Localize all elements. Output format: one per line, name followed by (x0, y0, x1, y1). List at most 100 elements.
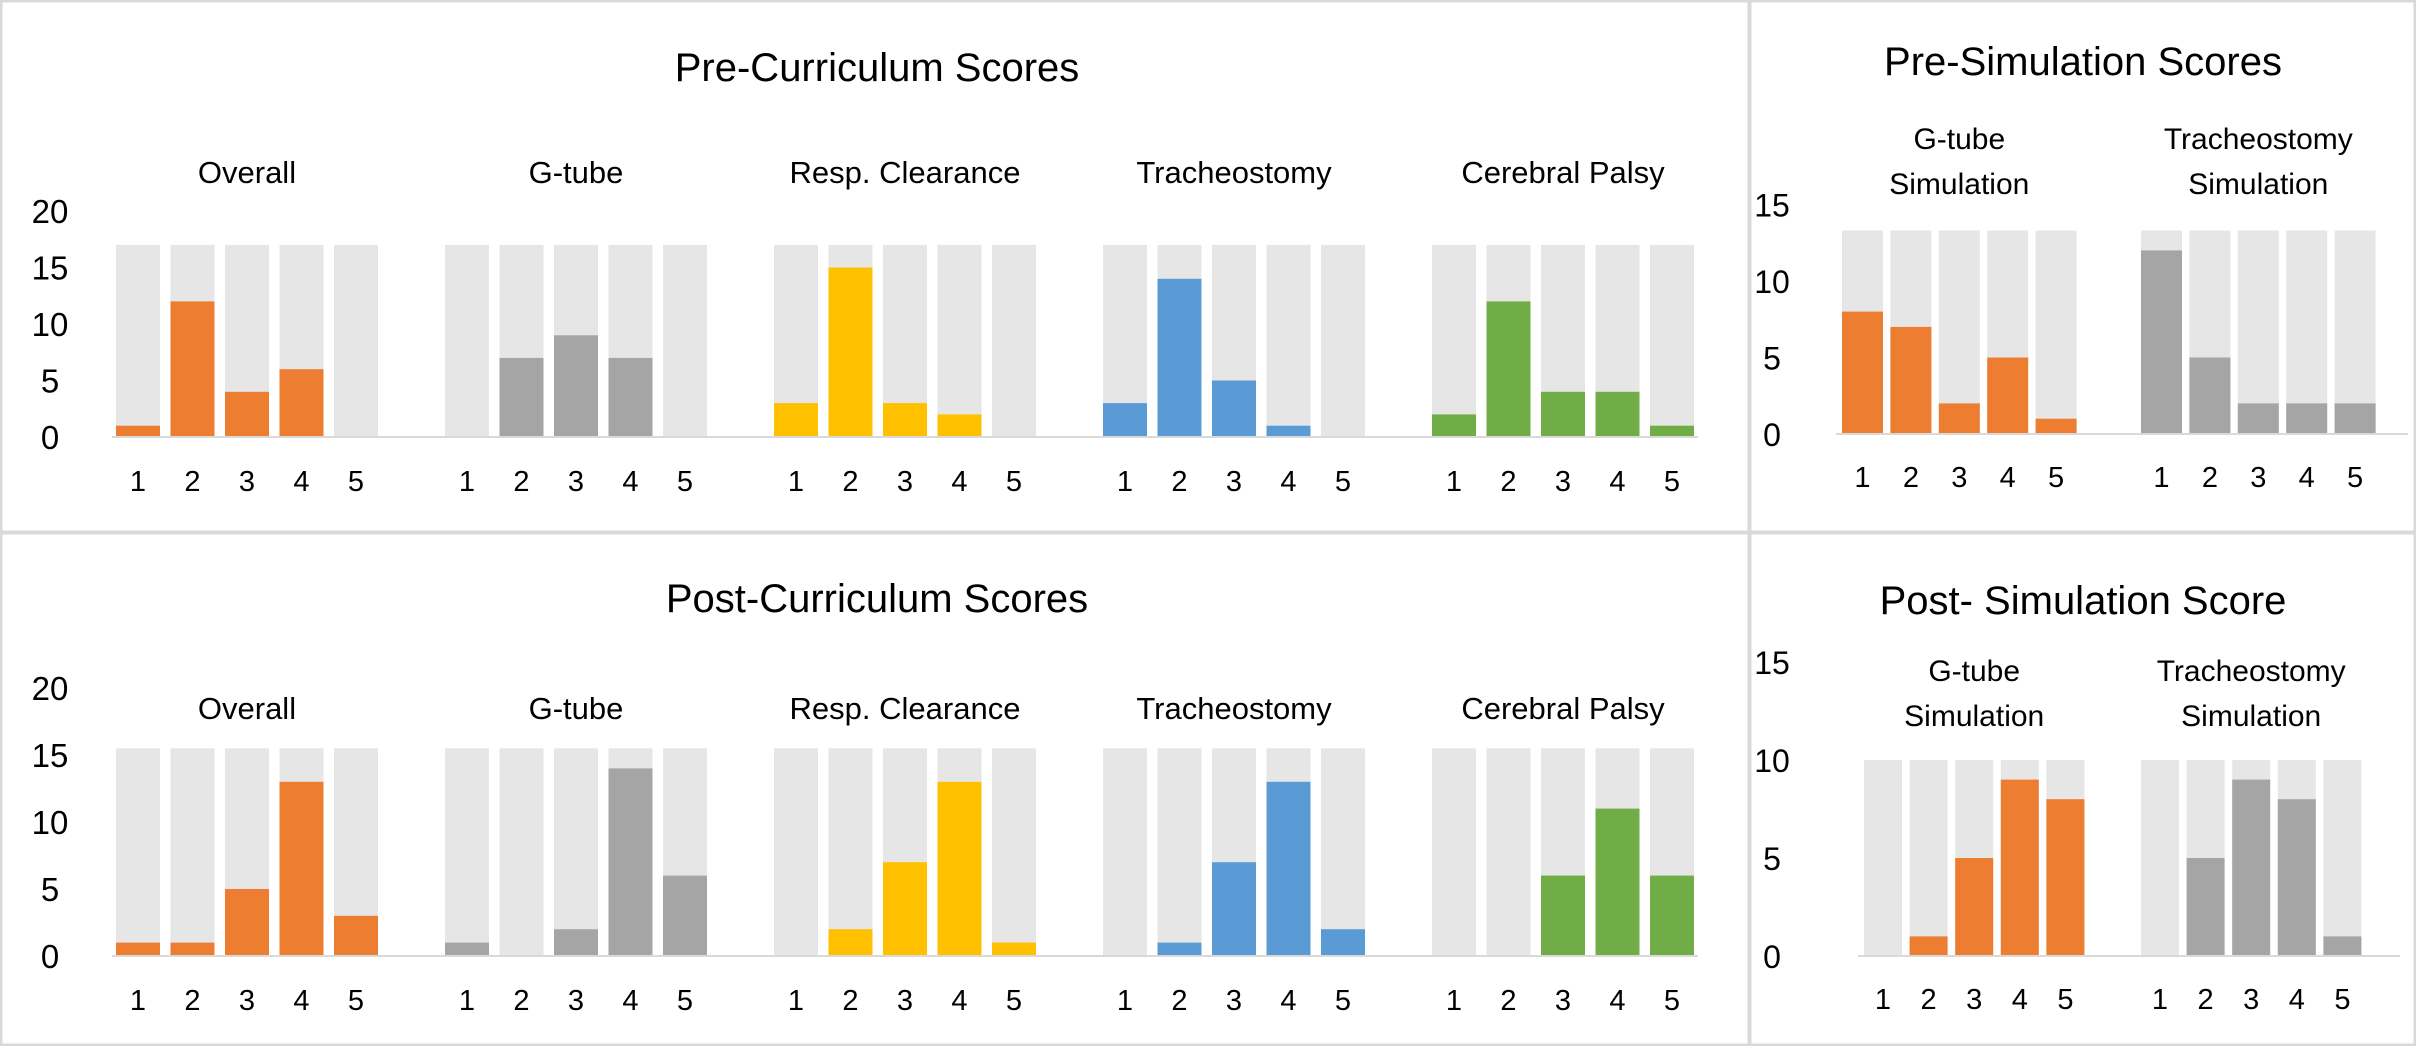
post-simulation-g-tube-simulation-bar-5 (2046, 799, 2085, 956)
pre-curriculum-overall-bg-bar-1 (116, 244, 160, 437)
post-simulation-g-tube-simulation-bg-bar-1 (1864, 760, 1902, 956)
post-curriculum-overall-bar-4 (279, 781, 324, 956)
post-curriculum-group-label-overall: Overall (198, 691, 296, 726)
post-curriculum-overall-bg-bar-2 (170, 748, 215, 956)
post-curriculum-cerebral-palsy-xtick-4: 4 (1609, 985, 1625, 1017)
pre-simulation-tracheostomy-simulation-xtick-3: 3 (2250, 462, 2266, 494)
pre-simulation-tracheostomy-simulation-bar-4 (2286, 403, 2328, 434)
pre-curriculum-cerebral-palsy-xtick-5: 5 (1664, 466, 1680, 498)
pre-curriculum-ytick-10: 10 (32, 306, 69, 343)
post-curriculum-g-tube-bar-1 (445, 942, 489, 956)
pre-simulation-tracheostomy-simulation-xtick-4: 4 (2299, 462, 2315, 494)
post-curriculum-ytick-0: 0 (41, 938, 59, 975)
post-curriculum-tracheostomy-xtick-2: 2 (1171, 985, 1187, 1017)
pre-curriculum-overall-xtick-3: 3 (239, 466, 255, 498)
post-curriculum-tracheostomy-bg-bar-5 (1321, 748, 1365, 956)
post-curriculum-resp-clearance-bar-5 (992, 942, 1036, 956)
pre-curriculum-group-label-line: G-tube (529, 155, 624, 190)
post-simulation-g-tube-simulation-bar-4 (2000, 779, 2039, 956)
post-curriculum-g-tube-xtick-2: 2 (513, 985, 529, 1017)
post-curriculum-tracheostomy-bar-3 (1212, 862, 1256, 956)
pre-curriculum-resp-clearance-bg-bar-4 (937, 244, 982, 437)
pre-curriculum-resp-clearance-bar-1 (774, 403, 818, 437)
post-simulation-ytick-15: 15 (1754, 645, 1790, 681)
post-curriculum-resp-clearance-xtick-5: 5 (1006, 985, 1022, 1017)
pre-curriculum-overall-bar-3 (225, 391, 269, 437)
pre-curriculum-tracheostomy-bar-2 (1157, 278, 1202, 437)
pre-curriculum-resp-clearance-xtick-5: 5 (1006, 466, 1022, 498)
post-curriculum-overall-xtick-2: 2 (184, 985, 200, 1017)
post-simulation-ytick-10: 10 (1754, 743, 1790, 779)
pre-curriculum-group-label-g-tube: G-tube (529, 155, 624, 190)
post-curriculum-overall-xtick-4: 4 (293, 985, 309, 1017)
pre-simulation-ytick-10: 10 (1754, 264, 1790, 300)
post-curriculum-group-label-line: Cerebral Palsy (1461, 691, 1665, 726)
post-curriculum-ytick-20: 20 (32, 670, 69, 707)
post-simulation-ytick-0: 0 (1763, 939, 1781, 975)
post-curriculum-resp-clearance-xtick-2: 2 (842, 985, 858, 1017)
post-curriculum-group-label-cerebral-palsy: Cerebral Palsy (1461, 691, 1665, 726)
pre-curriculum-resp-clearance-xtick-3: 3 (897, 466, 913, 498)
post-simulation-group-label-line: Simulation (2181, 700, 2321, 733)
pre-simulation-g-tube-simulation-bar-4 (1987, 357, 2029, 434)
pre-curriculum-group-label-cerebral-palsy: Cerebral Palsy (1461, 155, 1665, 190)
post-curriculum-group-label-line: G-tube (529, 691, 624, 726)
post-curriculum-resp-clearance-bar-2 (828, 929, 873, 956)
post-curriculum-tracheostomy-xtick-4: 4 (1280, 985, 1296, 1017)
post-simulation-g-tube-simulation-xtick-3: 3 (1966, 984, 1982, 1016)
pre-curriculum-resp-clearance-bar-3 (883, 403, 927, 437)
post-simulation-tracheostomy-simulation-bg-bar-5 (2323, 760, 2362, 956)
pre-curriculum-g-tube-xtick-1: 1 (459, 466, 475, 498)
post-curriculum-overall-bg-bar-1 (116, 748, 160, 956)
pre-curriculum-cerebral-palsy-bar-1 (1432, 414, 1476, 437)
pre-curriculum-tracheostomy-xtick-3: 3 (1226, 466, 1242, 498)
post-simulation-tracheostomy-simulation-xtick-4: 4 (2289, 984, 2305, 1016)
post-curriculum-overall-xtick-5: 5 (348, 985, 364, 1017)
post-simulation-group-label-tracheostomy-simulation: Tracheostomy Simulation (2157, 655, 2346, 733)
post-simulation-tracheostomy-simulation-xtick-5: 5 (2334, 984, 2350, 1016)
pre-curriculum-cerebral-palsy-xtick-4: 4 (1609, 466, 1625, 498)
pre-simulation-g-tube-simulation-bg-bar-5 (2035, 230, 2077, 434)
pre-curriculum-resp-clearance-xtick-4: 4 (951, 466, 967, 498)
post-curriculum-g-tube-xtick-3: 3 (568, 985, 584, 1017)
pre-curriculum-g-tube-bg-bar-1 (445, 244, 489, 437)
pre-simulation-tracheostomy-simulation-bg-bar-4 (2286, 230, 2328, 434)
pre-curriculum-resp-clearance-xtick-1: 1 (788, 466, 804, 498)
post-simulation-tracheostomy-simulation-xtick-1: 1 (2152, 984, 2168, 1016)
pre-simulation-tracheostomy-simulation-xtick-1: 1 (2153, 462, 2169, 494)
pre-simulation-tracheostomy-simulation-bg-bar-5 (2334, 230, 2376, 434)
pre-curriculum-resp-clearance-bar-4 (937, 414, 982, 437)
pre-simulation-tracheostomy-simulation-bar-3 (2237, 403, 2279, 434)
post-simulation-g-tube-simulation-bar-2 (1909, 936, 1948, 956)
pre-simulation-g-tube-simulation-xtick-1: 1 (1854, 462, 1870, 494)
post-simulation-group-label-line: G-tube (1928, 655, 2020, 688)
post-curriculum-resp-clearance-bar-4 (937, 781, 982, 956)
pre-curriculum-tracheostomy-xtick-4: 4 (1280, 466, 1296, 498)
post-curriculum-resp-clearance-bg-bar-2 (828, 748, 873, 956)
pre-curriculum-overall-xtick-2: 2 (184, 466, 200, 498)
post-curriculum-group-label-g-tube: G-tube (529, 691, 624, 726)
pre-curriculum-cerebral-palsy-bar-4 (1595, 391, 1640, 437)
pre-curriculum-resp-clearance-bg-bar-5 (992, 244, 1036, 437)
post-curriculum-cerebral-palsy-bg-bar-1 (1432, 748, 1476, 956)
pre-curriculum-cerebral-palsy-bar-3 (1541, 391, 1585, 437)
pre-curriculum-cerebral-palsy-bar-2 (1486, 301, 1531, 437)
pre-simulation-tracheostomy-simulation-xtick-5: 5 (2347, 462, 2363, 494)
pre-simulation-group-label-line: Tracheostomy (2164, 123, 2353, 156)
pre-curriculum-ytick-15: 15 (32, 250, 69, 287)
pre-simulation-g-tube-simulation-bar-5 (2035, 418, 2077, 434)
post-curriculum-tracheostomy-xtick-5: 5 (1335, 985, 1351, 1017)
pre-curriculum-group-label-line: Cerebral Palsy (1461, 155, 1665, 190)
post-curriculum-tracheostomy-bg-bar-2 (1157, 748, 1202, 956)
post-curriculum-cerebral-palsy-xtick-1: 1 (1446, 985, 1462, 1017)
post-curriculum-resp-clearance-xtick-4: 4 (951, 985, 967, 1017)
post-curriculum-overall-bar-5 (334, 915, 378, 956)
post-simulation-tracheostomy-simulation-xtick-2: 2 (2198, 984, 2214, 1016)
pre-simulation-group-label-g-tube-simulation: G-tube Simulation (1889, 123, 2029, 201)
post-simulation-tracheostomy-simulation-bar-4 (2277, 799, 2316, 956)
post-curriculum-resp-clearance-bg-bar-1 (774, 748, 818, 956)
